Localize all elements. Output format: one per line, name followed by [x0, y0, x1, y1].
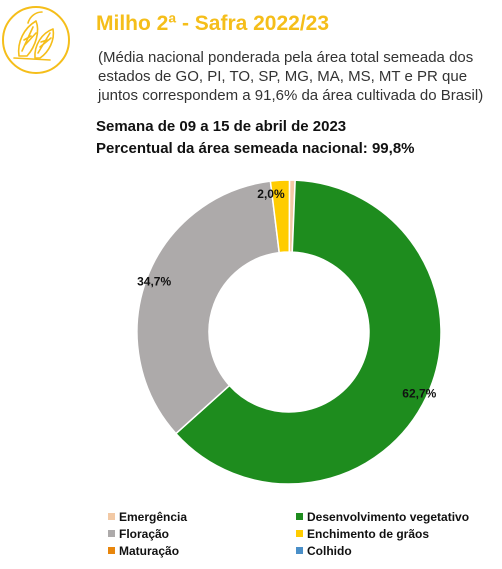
legend-label-enchimento-de-graos: Enchimento de grãos	[307, 527, 429, 541]
legend-swatch-enchimento-de-graos	[296, 530, 303, 537]
legend-swatch-floracao	[108, 530, 115, 537]
slice-floracao	[136, 180, 281, 435]
sown-heading: Percentual da área semeada nacional: 99,…	[96, 140, 415, 157]
week-heading: Semana de 09 a 15 de abril de 2023	[96, 118, 346, 135]
legend: Emergência Desenvolvimento vegetativo Flor…	[108, 510, 469, 558]
legend-swatch-emergencia	[108, 513, 115, 520]
slice-enchimento-de-graos	[269, 179, 291, 254]
legend-label-maturacao: Maturação	[119, 544, 179, 558]
subtitle-line-3: juntos correspondem a 91,6% da área cult…	[97, 87, 483, 104]
subtitle-line-2: estados de GO, PI, TO, SP, MG, MA, MS, M…	[98, 68, 467, 85]
corn-icon	[2, 6, 70, 74]
subtitle-line-1: (Média nacional ponderada pela área tota…	[98, 49, 473, 66]
legend-label-colhido: Colhido	[307, 544, 352, 558]
data-label-desenvolvimento-vegetativo: 62,7%	[402, 386, 436, 400]
legend-label-desenvolvimento-vegetativo: Desenvolvimento vegetativo	[307, 510, 469, 524]
legend-label-emergencia: Emergência	[119, 510, 187, 524]
slice-desenvolvimento-vegetativo	[174, 179, 442, 485]
data-label-enchimento-de-graos: 2,0%	[257, 187, 285, 201]
donut-chart	[136, 179, 442, 485]
legend-swatch-colhido	[296, 547, 303, 554]
data-label-floracao: 34,7%	[137, 275, 171, 289]
data-labels: 62,7% 34,7% 2,0%	[137, 187, 437, 400]
legend-swatch-maturacao	[108, 547, 115, 554]
chart-title: Milho 2ª - Safra 2022/23	[96, 12, 329, 35]
legend-label-floracao: Floração	[119, 527, 169, 541]
legend-swatch-desenvolvimento-vegetativo	[296, 513, 303, 520]
